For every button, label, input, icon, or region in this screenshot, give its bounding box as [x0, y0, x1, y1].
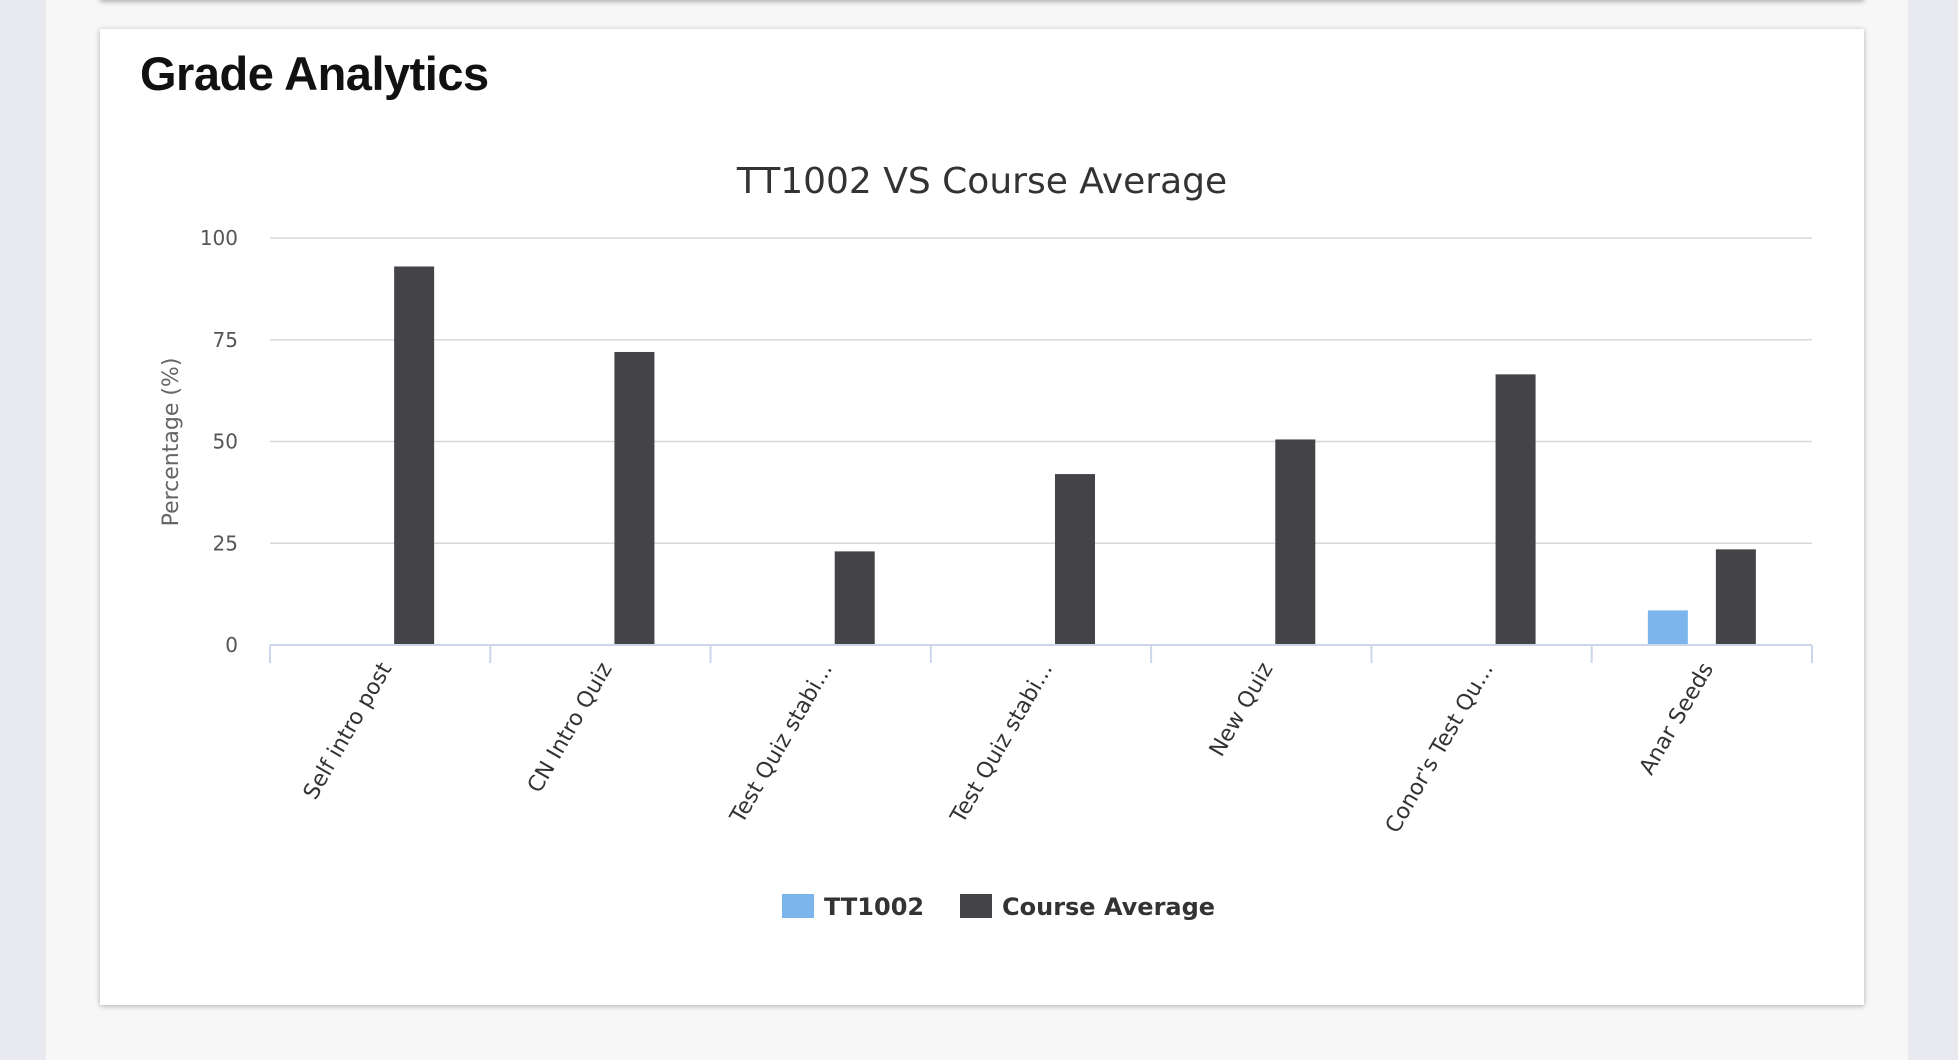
bar-course-average[interactable] [1495, 374, 1536, 645]
x-tick-label: Test Quiz stabi... [946, 659, 1059, 829]
bar-course-average[interactable] [1055, 474, 1095, 645]
y-tick-label: 75 [213, 328, 238, 352]
bar-tt1002[interactable] [1647, 610, 1688, 645]
bar-course-average[interactable] [834, 551, 875, 645]
bar-course-average[interactable] [1715, 549, 1756, 645]
y-tick-label: 50 [213, 430, 238, 454]
legend-swatch [782, 894, 814, 918]
grade-analytics-card [100, 29, 1864, 1005]
x-tick-label: Self intro post [299, 658, 398, 804]
x-tick-label: Conor's Test Qu... [1381, 659, 1499, 838]
card-title: Grade Analytics [140, 47, 489, 100]
x-axis-labels: Self intro post CN Intro Quiz Test Quiz st… [299, 658, 1719, 837]
bar-course-average[interactable] [1275, 439, 1316, 645]
x-tick-label: CN Intro Quiz [523, 659, 618, 798]
y-tick-label: 100 [200, 226, 238, 250]
legend-label: Course Average [1002, 893, 1215, 921]
y-tick-label: 0 [225, 633, 238, 657]
x-tick-label: Anar Seeds [1635, 659, 1719, 780]
legend-swatch [960, 894, 992, 918]
bar-course-average[interactable] [614, 351, 655, 645]
gridlines [270, 237, 1812, 544]
legend-label: TT1002 [824, 893, 924, 921]
legend-item-tt1002[interactable]: TT1002 [782, 893, 924, 921]
legend[interactable]: TT1002 Course Average [782, 893, 1215, 921]
bars [394, 266, 1756, 645]
y-axis-ticks: 0 25 50 75 100 [200, 226, 238, 657]
y-tick-label: 25 [213, 531, 238, 555]
x-tick-label: Test Quiz stabi... [725, 659, 838, 829]
y-axis-label: Percentage (%) [159, 358, 184, 527]
x-axis [269, 644, 1813, 663]
bar-course-average[interactable] [394, 266, 435, 645]
chart-title: TT1002 VS Course Average [736, 161, 1227, 202]
legend-item-course-average[interactable]: Course Average [960, 893, 1215, 921]
x-tick-label: New Quiz [1205, 659, 1279, 761]
